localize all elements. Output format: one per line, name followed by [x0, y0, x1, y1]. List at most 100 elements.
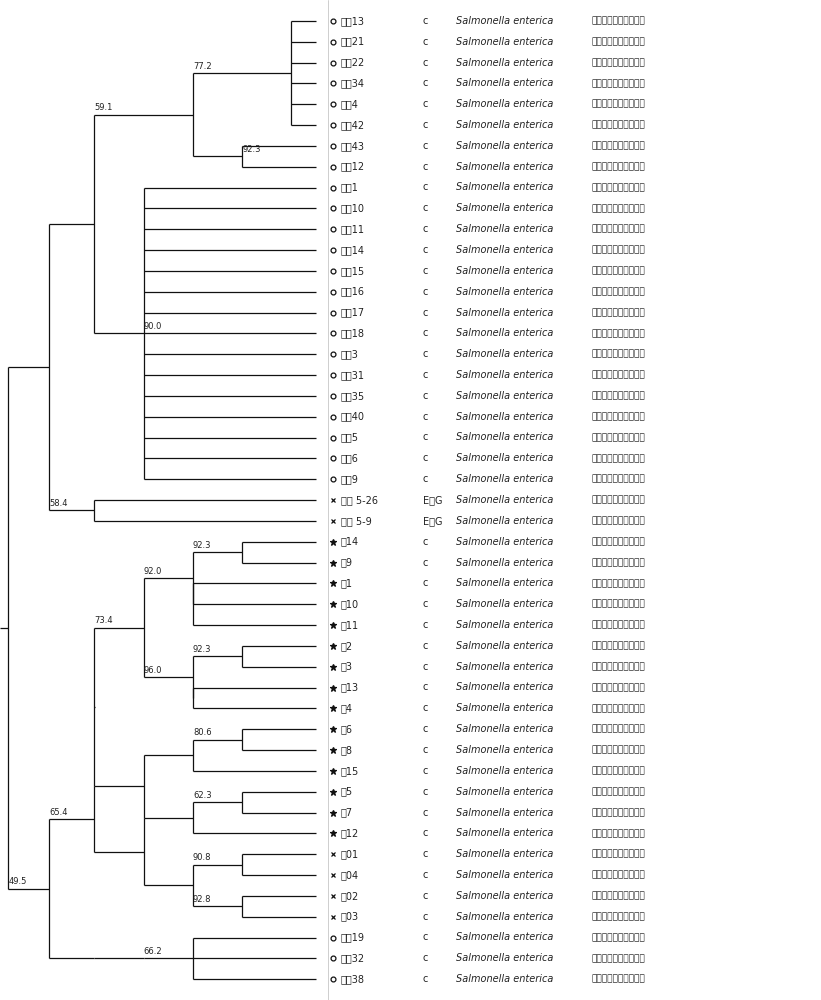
- Text: Salmonella enterica: Salmonella enterica: [456, 453, 553, 463]
- Text: c: c: [423, 37, 429, 47]
- Text: 肉5: 肉5: [341, 787, 353, 797]
- Text: 肠道沙门氏菌肠道亚种: 肠道沙门氏菌肠道亚种: [591, 808, 644, 817]
- Text: 鸡肉38: 鸡肉38: [341, 974, 365, 984]
- Text: 肠道沙门氏菌肠道亚种: 肠道沙门氏菌肠道亚种: [591, 329, 644, 338]
- Text: 肠道沙门氏菌肠道亚种: 肠道沙门氏菌肠道亚种: [591, 891, 644, 900]
- Text: c: c: [423, 870, 429, 880]
- Text: 肠道沙门氏菌肠道亚种: 肠道沙门氏菌肠道亚种: [591, 475, 644, 484]
- Text: 鸡肉34: 鸡肉34: [341, 78, 365, 88]
- Text: 肠道沙门氏菌肠道亚种: 肠道沙门氏菌肠道亚种: [591, 370, 644, 379]
- Text: 肠道沙门氏菌肠道亚种: 肠道沙门氏菌肠道亚种: [591, 516, 644, 525]
- Text: Salmonella enterica: Salmonella enterica: [456, 703, 553, 713]
- Text: 鸡肉14: 鸡肉14: [341, 245, 365, 255]
- Text: c: c: [423, 391, 429, 401]
- Text: c: c: [423, 412, 429, 422]
- Text: c: c: [423, 974, 429, 984]
- Text: c: c: [423, 120, 429, 130]
- Text: 鸡肉13: 鸡肉13: [341, 16, 365, 26]
- Text: 肠道沙门氏菌肠道亚种: 肠道沙门氏菌肠道亚种: [591, 641, 644, 650]
- Text: c: c: [423, 641, 429, 651]
- Text: 肠道沙门氏菌肠道亚种: 肠道沙门氏菌肠道亚种: [591, 37, 644, 46]
- Text: Salmonella enterica: Salmonella enterica: [456, 99, 553, 109]
- Text: Salmonella enterica: Salmonella enterica: [456, 641, 553, 651]
- Text: 肉13: 肉13: [341, 682, 359, 692]
- Text: 肠道沙门氏菌肠道亚种: 肠道沙门氏菌肠道亚种: [591, 683, 644, 692]
- Text: 肉3: 肉3: [341, 662, 353, 672]
- Text: c: c: [423, 578, 429, 588]
- Text: 肠道沙门氏菌肠道亚种: 肠道沙门氏菌肠道亚种: [591, 975, 644, 984]
- Text: 肠道沙门氏菌肠道亚种: 肠道沙门氏菌肠道亚种: [591, 266, 644, 275]
- Text: c: c: [423, 932, 429, 942]
- Text: 肠道沙门氏菌肠道亚种: 肠道沙门氏菌肠道亚种: [591, 829, 644, 838]
- Text: c: c: [423, 599, 429, 609]
- Text: 肠道沙门氏菌肠道亚种: 肠道沙门氏菌肠道亚种: [591, 954, 644, 963]
- Text: 肉6: 肉6: [341, 724, 353, 734]
- Text: 肠道沙门氏菌肠道亚种: 肠道沙门氏菌肠道亚种: [591, 766, 644, 775]
- Text: Salmonella enterica: Salmonella enterica: [456, 891, 553, 901]
- Text: 鸡肉4: 鸡肉4: [341, 99, 359, 109]
- Text: Salmonella enterica: Salmonella enterica: [456, 203, 553, 213]
- Text: 券01: 券01: [341, 849, 359, 859]
- Text: 肠道沙门氏菌肠道亚种: 肠道沙门氏菌肠道亚种: [591, 100, 644, 109]
- Text: 鸡肉6: 鸡肉6: [341, 453, 359, 463]
- Text: 肉8: 肉8: [341, 745, 353, 755]
- Text: Salmonella enterica: Salmonella enterica: [456, 57, 553, 68]
- Text: 肠道沙门氏菌肠道亚种: 肠道沙门氏菌肠道亚种: [591, 620, 644, 630]
- Text: 鸡肉21: 鸡肉21: [341, 37, 365, 47]
- Text: 鸡肉35: 鸡肉35: [341, 391, 365, 401]
- Text: c: c: [423, 703, 429, 713]
- Text: c: c: [423, 308, 429, 318]
- Text: 肠道沙门氏菌肠道亚种: 肠道沙门氏菌肠道亚种: [591, 558, 644, 567]
- Text: c: c: [423, 849, 429, 859]
- Text: 92.0: 92.0: [144, 567, 162, 576]
- Text: 58.4: 58.4: [49, 499, 68, 508]
- Text: 鸡肉1: 鸡肉1: [341, 182, 359, 192]
- Text: c: c: [423, 16, 429, 26]
- Text: Salmonella enterica: Salmonella enterica: [456, 620, 553, 630]
- Text: 肠道沙门氏菌肠道亚种: 肠道沙门氏菌肠道亚种: [591, 350, 644, 359]
- Text: c: c: [423, 245, 429, 255]
- Text: Salmonella enterica: Salmonella enterica: [456, 245, 553, 255]
- Text: Salmonella enterica: Salmonella enterica: [456, 287, 553, 297]
- Text: 鸡肉10: 鸡肉10: [341, 203, 365, 213]
- Text: Salmonella enterica: Salmonella enterica: [456, 932, 553, 942]
- Text: 肉4: 肉4: [341, 703, 353, 713]
- Text: Salmonella enterica: Salmonella enterica: [456, 662, 553, 672]
- Text: Salmonella enterica: Salmonella enterica: [456, 78, 553, 88]
- Text: c: c: [423, 766, 429, 776]
- Text: Salmonella enterica: Salmonella enterica: [456, 724, 553, 734]
- Text: 65.4: 65.4: [49, 808, 68, 817]
- Text: E或G: E或G: [423, 495, 443, 505]
- Text: 环境 5-9: 环境 5-9: [341, 516, 371, 526]
- Text: c: c: [423, 662, 429, 672]
- Text: c: c: [423, 537, 429, 547]
- Text: 肉1: 肉1: [341, 578, 353, 588]
- Text: 肠道沙门氏菌肠道亚种: 肠道沙门氏菌肠道亚种: [591, 16, 644, 25]
- Text: Salmonella enterica: Salmonella enterica: [456, 537, 553, 547]
- Text: 肠道沙门氏菌肠道亚种: 肠道沙门氏菌肠道亚种: [591, 58, 644, 67]
- Text: 肉9: 肉9: [341, 558, 353, 568]
- Text: 鸡肉31: 鸡肉31: [341, 370, 365, 380]
- Text: 肠道沙门氏菌肠道亚种: 肠道沙门氏菌肠道亚种: [591, 120, 644, 129]
- Text: 肠道沙门氏菌肠道亚种: 肠道沙门氏菌肠道亚种: [591, 870, 644, 880]
- Text: c: c: [423, 349, 429, 359]
- Text: c: c: [423, 57, 429, 68]
- Text: 肉10: 肉10: [341, 599, 359, 609]
- Text: 鸡肉18: 鸡肉18: [341, 328, 365, 338]
- Text: c: c: [423, 432, 429, 442]
- Text: Salmonella enterica: Salmonella enterica: [456, 745, 553, 755]
- Text: c: c: [423, 745, 429, 755]
- Text: 鸡肉40: 鸡肉40: [341, 412, 365, 422]
- Text: 肉12: 肉12: [341, 828, 359, 838]
- Text: 肉7: 肉7: [341, 808, 353, 818]
- Text: 肠道沙门氏菌肠道亚种: 肠道沙门氏菌肠道亚种: [591, 495, 644, 504]
- Text: Salmonella enterica: Salmonella enterica: [456, 141, 553, 151]
- Text: Salmonella enterica: Salmonella enterica: [456, 37, 553, 47]
- Text: Salmonella enterica: Salmonella enterica: [456, 182, 553, 192]
- Text: c: c: [423, 141, 429, 151]
- Text: 92.3: 92.3: [242, 145, 261, 154]
- Text: 鸡肉15: 鸡肉15: [341, 266, 365, 276]
- Text: c: c: [423, 78, 429, 88]
- Text: 鸡肉16: 鸡肉16: [341, 287, 365, 297]
- Text: 鸡肉3: 鸡肉3: [341, 349, 359, 359]
